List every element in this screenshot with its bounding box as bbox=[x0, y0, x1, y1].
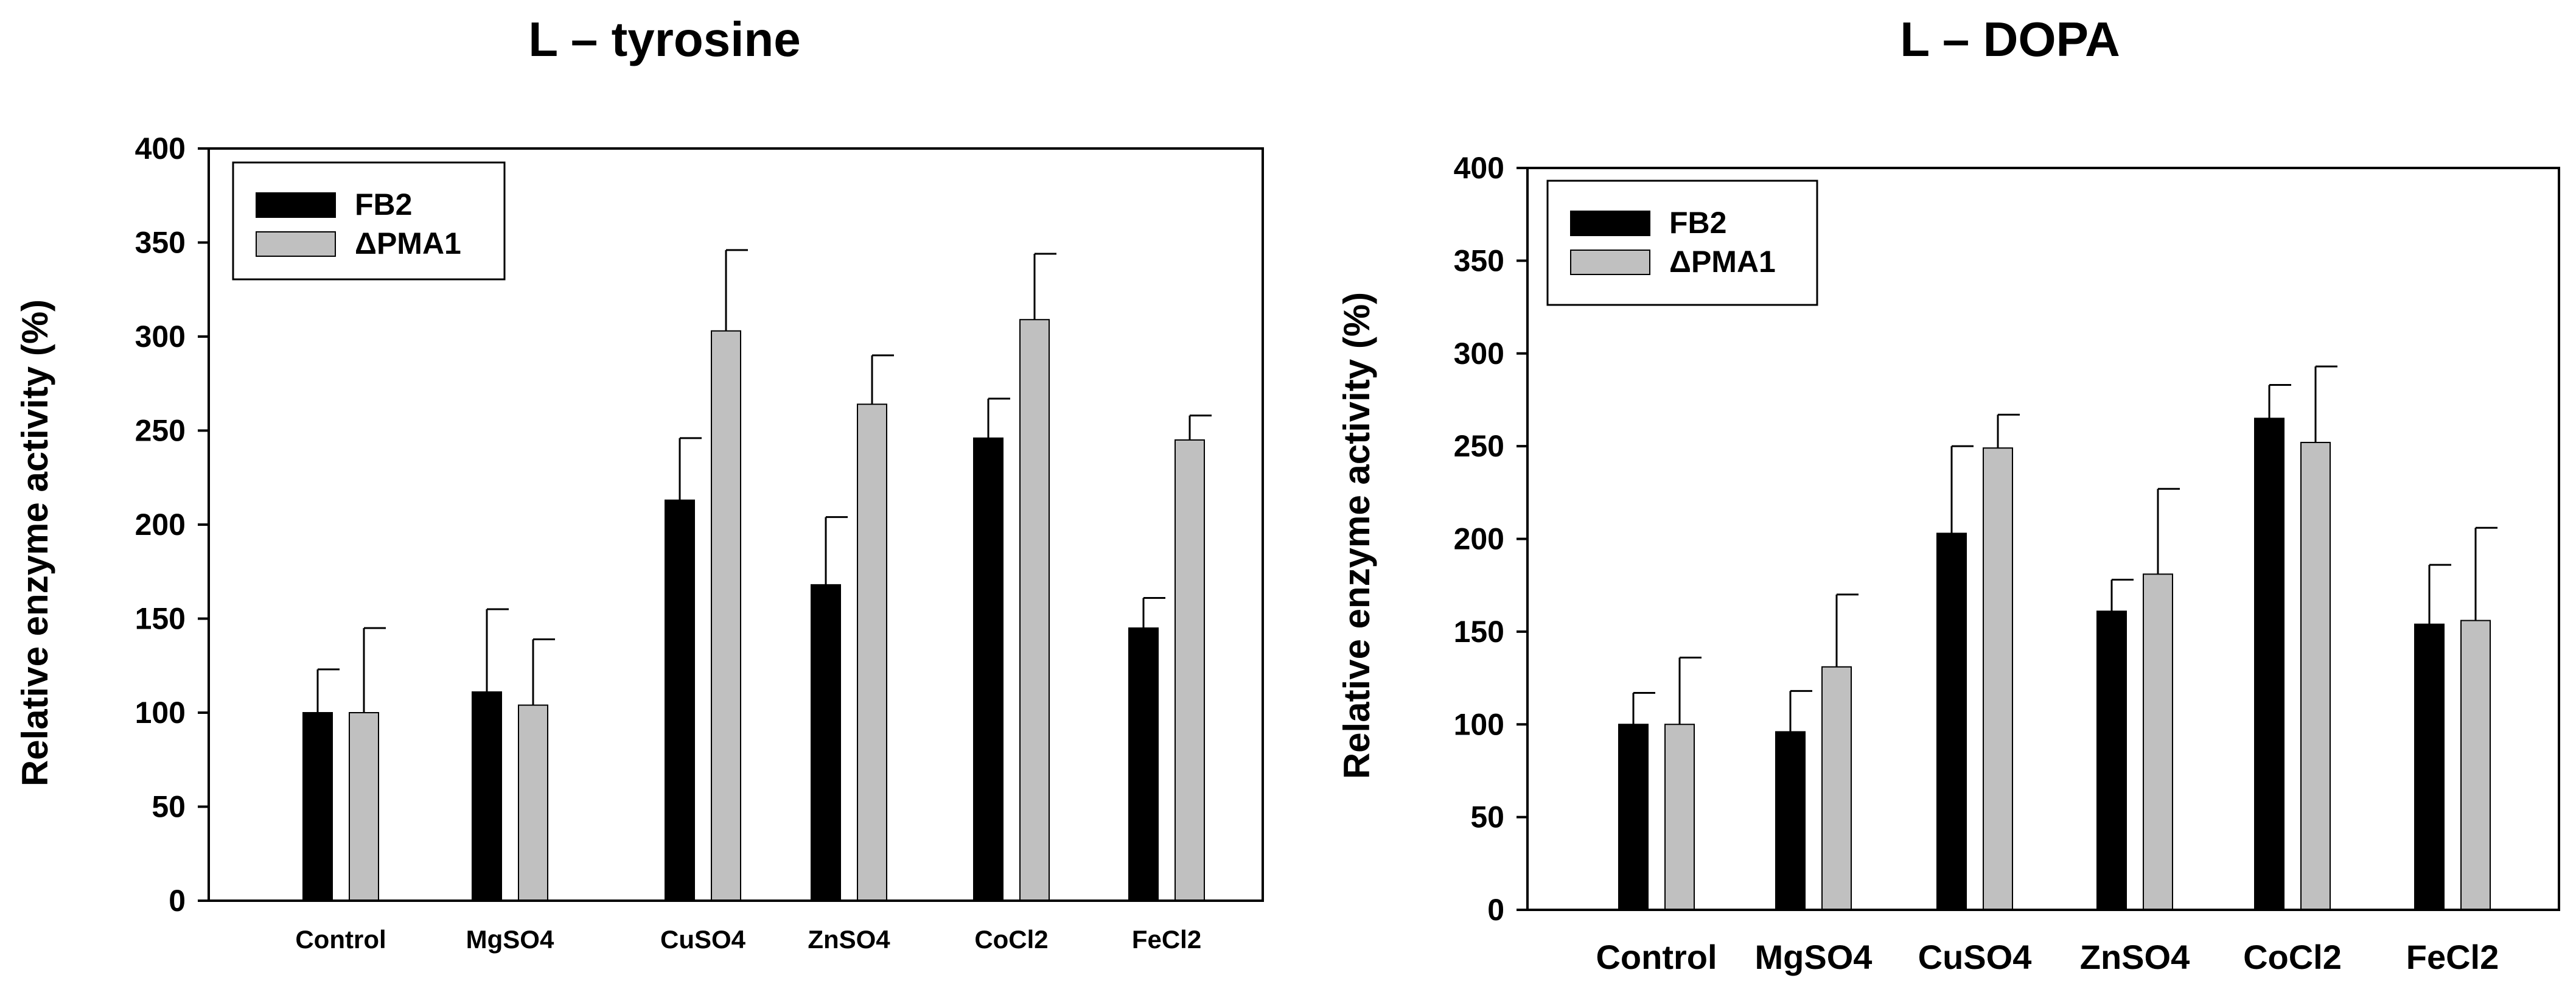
y-axis-label: Relative enzyme activity (%) bbox=[1336, 292, 1377, 779]
legend-swatch-pma1 bbox=[256, 231, 336, 257]
x-tick-label: CoCl2 bbox=[2243, 938, 2342, 976]
y-tick-label: 150 bbox=[1454, 615, 1504, 649]
x-tick-label: FeCl2 bbox=[2406, 938, 2499, 976]
y-tick-label: 0 bbox=[1487, 893, 1504, 927]
bar-pma1-mgso4 bbox=[518, 704, 548, 901]
y-ticks: 0 50 100 150 200 250 300 350 400 bbox=[1454, 151, 1527, 927]
bar-pma1-cocl2 bbox=[1019, 319, 1050, 901]
legend-label-pma1: ΔPMA1 bbox=[1669, 245, 1776, 279]
bar-pma1-cuso4 bbox=[711, 330, 741, 901]
y-tick-label: 350 bbox=[135, 226, 186, 260]
legend-label-pma1: ΔPMA1 bbox=[355, 226, 461, 260]
y-tick-label: 100 bbox=[1454, 707, 1504, 741]
chart-title: L – tyrosine bbox=[528, 12, 801, 66]
legend-swatch-fb2 bbox=[256, 192, 336, 218]
legend-swatch-fb2 bbox=[1570, 211, 1650, 236]
bars bbox=[1618, 365, 2497, 911]
y-tick-label: 150 bbox=[135, 602, 186, 636]
bar-pma1-mgso4 bbox=[1821, 666, 1852, 910]
bar-pma1-cocl2 bbox=[2300, 442, 2331, 910]
plot-frame bbox=[1526, 167, 2560, 911]
y-axis-label: Relative enzyme activity (%) bbox=[15, 299, 55, 786]
x-tick-label: MgSO4 bbox=[1755, 938, 1873, 976]
bar-fb2-znso4 bbox=[2096, 610, 2127, 910]
bars bbox=[302, 249, 1212, 901]
bar-fb2-control bbox=[302, 712, 333, 901]
bar-fb2-fecl2 bbox=[2414, 623, 2445, 911]
y-tick-label: 300 bbox=[135, 320, 186, 354]
legend-swatch-pma1 bbox=[1570, 250, 1650, 275]
y-tick-label: 200 bbox=[1454, 522, 1504, 556]
x-tick-label: MgSO4 bbox=[466, 925, 554, 954]
legend: FB2 ΔPMA1 bbox=[232, 161, 506, 281]
y-tick-label: 50 bbox=[1470, 800, 1504, 834]
bar-fb2-cocl2 bbox=[973, 437, 1004, 901]
y-tick-label: 50 bbox=[152, 790, 186, 824]
chart-title: L – DOPA bbox=[1900, 12, 2120, 66]
bar-pma1-cuso4 bbox=[1983, 447, 2013, 910]
y-ticks: 0 50 100 150 200 250 300 350 400 bbox=[135, 131, 209, 918]
y-tick-label: 0 bbox=[169, 884, 186, 918]
bar-pma1-control bbox=[349, 712, 379, 901]
bar-fb2-cuso4 bbox=[665, 499, 695, 901]
x-tick-label: CoCl2 bbox=[974, 925, 1048, 954]
chart-panel-dopa: L – DOPA Relative enzyme activity (%) 0 5… bbox=[1336, 12, 2560, 976]
plot-frame bbox=[208, 147, 1264, 902]
bar-fb2-cocl2 bbox=[2254, 417, 2285, 910]
legend-label-fb2: FB2 bbox=[355, 187, 412, 222]
x-tick-label: Control bbox=[295, 925, 386, 954]
bar-fb2-mgso4 bbox=[472, 691, 502, 901]
x-ticks: Control MgSO4 CuSO4 ZnSO4 CoCl2 FeCl2 bbox=[1596, 938, 2499, 976]
bar-fb2-cuso4 bbox=[1936, 533, 1967, 910]
x-tick-label: Control bbox=[1596, 938, 1717, 976]
bar-fb2-fecl2 bbox=[1128, 627, 1159, 901]
bar-pma1-control bbox=[1664, 724, 1695, 910]
bar-fb2-mgso4 bbox=[1775, 731, 1806, 910]
y-tick-label: 300 bbox=[1454, 337, 1504, 371]
x-tick-label: ZnSO4 bbox=[808, 925, 890, 954]
bar-fb2-znso4 bbox=[811, 584, 841, 901]
bar-pma1-fecl2 bbox=[2460, 620, 2491, 911]
y-tick-label: 100 bbox=[135, 696, 186, 730]
x-tick-label: CuSO4 bbox=[1918, 938, 2032, 976]
x-tick-label: FeCl2 bbox=[1132, 925, 1201, 954]
chart-panel-tyrosine: L – tyrosine Relative enzyme activity (%… bbox=[15, 12, 1264, 954]
x-tick-label: ZnSO4 bbox=[2080, 938, 2190, 976]
bar-fb2-control bbox=[1618, 724, 1649, 910]
legend-box bbox=[232, 161, 506, 281]
x-tick-label: CuSO4 bbox=[660, 925, 746, 954]
y-tick-label: 250 bbox=[135, 414, 186, 448]
y-tick-label: 400 bbox=[135, 131, 186, 166]
bar-pma1-znso4 bbox=[2143, 573, 2173, 910]
y-tick-label: 200 bbox=[135, 508, 186, 542]
bar-pma1-fecl2 bbox=[1175, 439, 1205, 901]
y-tick-label: 250 bbox=[1454, 429, 1504, 463]
legend: FB2 ΔPMA1 bbox=[1546, 180, 1818, 306]
legend-box bbox=[1546, 180, 1818, 306]
bar-pma1-znso4 bbox=[857, 403, 887, 901]
legend-label-fb2: FB2 bbox=[1669, 206, 1726, 240]
y-tick-label: 350 bbox=[1454, 243, 1504, 278]
y-tick-label: 400 bbox=[1454, 151, 1504, 185]
x-ticks: Control MgSO4 CuSO4 ZnSO4 CoCl2 FeCl2 bbox=[295, 925, 1201, 954]
